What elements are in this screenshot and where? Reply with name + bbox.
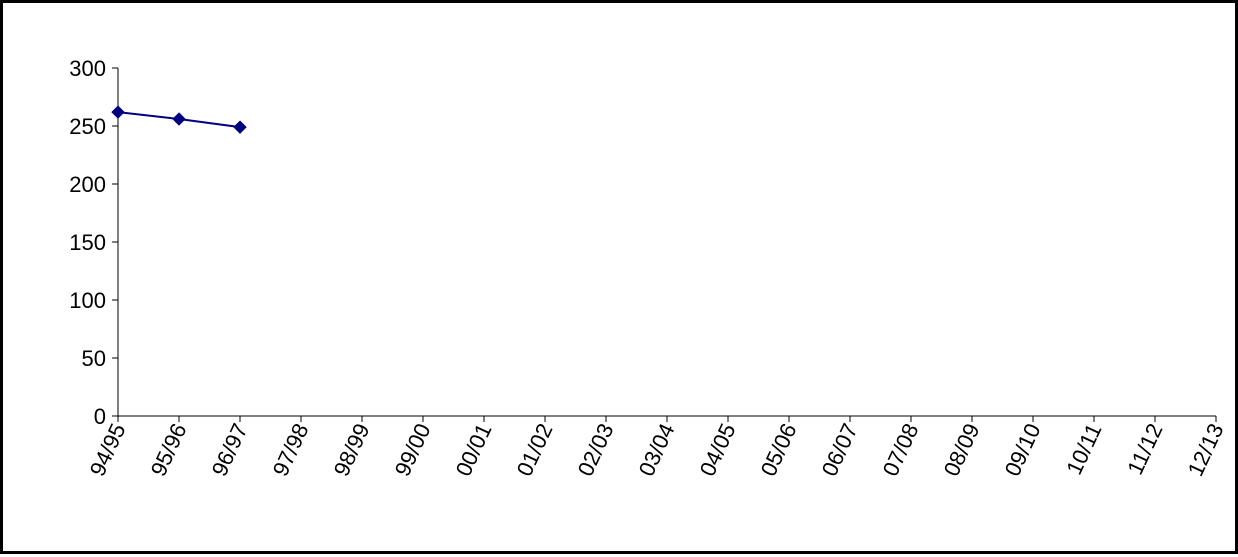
x-tick-label: 09/10	[1000, 420, 1046, 480]
y-tick-label: 100	[69, 288, 106, 313]
y-tick-label: 50	[82, 346, 106, 371]
x-tick-label: 00/01	[451, 420, 497, 480]
x-tick-label: 05/06	[756, 420, 802, 480]
x-tick-label: 98/99	[329, 420, 375, 480]
x-tick-label: 07/08	[878, 420, 924, 480]
y-tick-label: 250	[69, 114, 106, 139]
x-tick-label: 12/13	[1183, 420, 1229, 480]
x-tick-label: 04/05	[695, 420, 741, 480]
line-chart: 0 50 100 150 200 250 300 94/95 95/96 96/97 97/98 98…	[69, 56, 1229, 480]
x-tick-label: 10/11	[1061, 420, 1106, 479]
y-tick-label: 300	[69, 56, 106, 81]
x-tick-label: 11/12	[1122, 420, 1167, 479]
x-tick-label: 01/02	[512, 420, 558, 480]
x-tick-label: 95/96	[146, 420, 192, 480]
y-tick-label: 150	[69, 230, 106, 255]
x-tick-label: 06/07	[817, 420, 863, 480]
x-tick-label: 99/00	[390, 420, 436, 480]
x-tick-label: 02/03	[573, 420, 619, 480]
x-tick-label: 03/04	[634, 420, 680, 480]
x-tick-label: 08/09	[939, 420, 985, 480]
y-tick-label: 200	[69, 172, 106, 197]
data-point	[111, 105, 125, 119]
data-point	[172, 112, 186, 126]
x-tick-label: 94/95	[85, 420, 131, 480]
y-tick-label: 0	[94, 404, 106, 429]
x-tick-label: 97/98	[268, 420, 314, 480]
x-tick-label: 96/97	[207, 420, 253, 480]
data-point	[233, 120, 247, 134]
